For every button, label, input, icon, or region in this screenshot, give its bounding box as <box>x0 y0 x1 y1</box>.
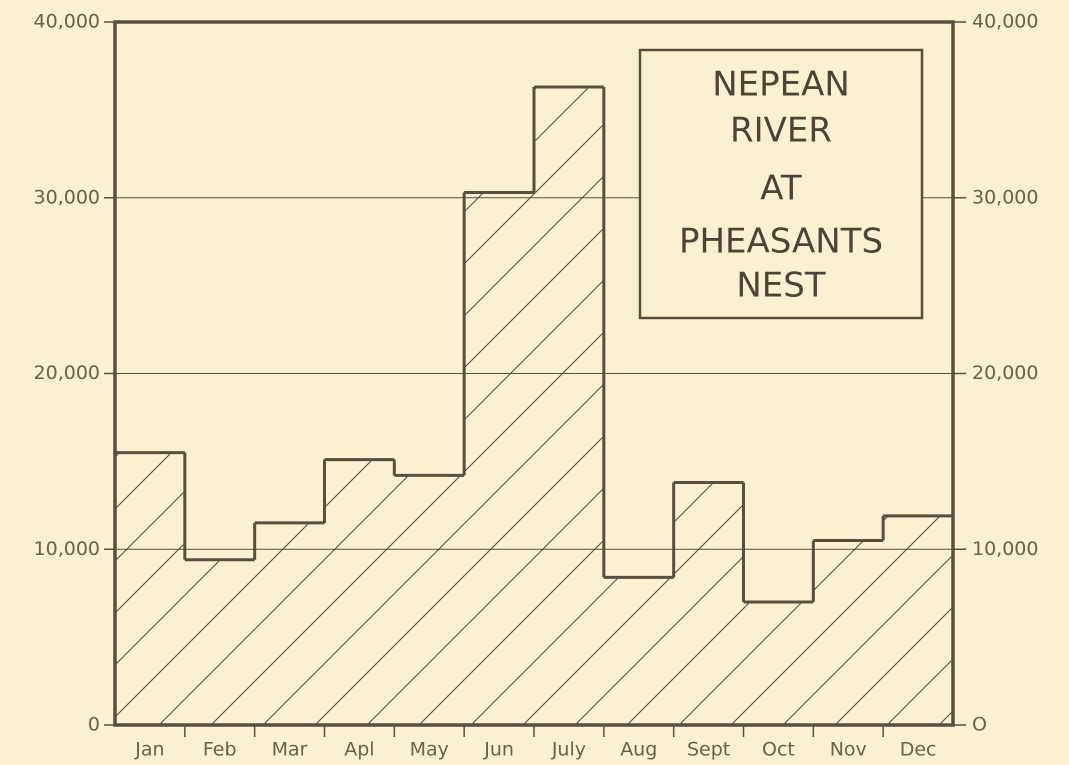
y-tick-label: 30,000 <box>34 186 100 208</box>
x-tick-label: Jun <box>483 739 514 761</box>
x-tick-label: Jan <box>134 739 164 761</box>
y2-tick-label: 10,000 <box>972 538 1038 560</box>
y2-tick-label: 20,000 <box>972 362 1038 384</box>
y2-tick-label: 30,000 <box>972 186 1038 208</box>
bar <box>813 540 884 725</box>
y-tick-label: 0 <box>88 714 100 736</box>
x-tick-label: Mar <box>272 739 308 761</box>
y-tick-label: 20,000 <box>34 362 100 384</box>
bar <box>184 559 255 725</box>
title-line: RIVER <box>730 111 832 151</box>
x-tick-label: May <box>410 739 449 761</box>
plot-frame <box>113 20 955 727</box>
x-tick-label: Sept <box>687 739 730 761</box>
bar <box>743 601 814 725</box>
bar <box>115 452 185 725</box>
x-tick-label: Feb <box>203 739 237 761</box>
x-tick-label: Dec <box>900 739 937 761</box>
title-line: AT <box>760 169 802 209</box>
title-line: NEST <box>736 266 825 306</box>
x-tick-label: Nov <box>830 739 867 761</box>
title-line: NEPEAN <box>712 65 850 105</box>
bar <box>603 577 674 725</box>
bar <box>673 482 744 725</box>
y2-tick-label: 40,000 <box>972 11 1038 33</box>
title-line: PHEASANTS <box>679 222 883 262</box>
y-tick-label: 40,000 <box>34 11 100 33</box>
y2-tick-label: O <box>972 714 987 736</box>
title-frame <box>638 48 924 320</box>
x-tick-label: Apl <box>344 739 374 761</box>
bar <box>324 459 395 725</box>
bar <box>394 475 465 725</box>
bar <box>883 515 953 725</box>
bar <box>464 192 534 726</box>
x-tick-label: Aug <box>620 739 657 761</box>
y-tick-label: 10,000 <box>34 538 100 560</box>
bar <box>534 87 604 726</box>
bar <box>254 522 325 725</box>
x-tick-label: July <box>551 739 586 761</box>
x-tick-label: Oct <box>762 739 795 761</box>
